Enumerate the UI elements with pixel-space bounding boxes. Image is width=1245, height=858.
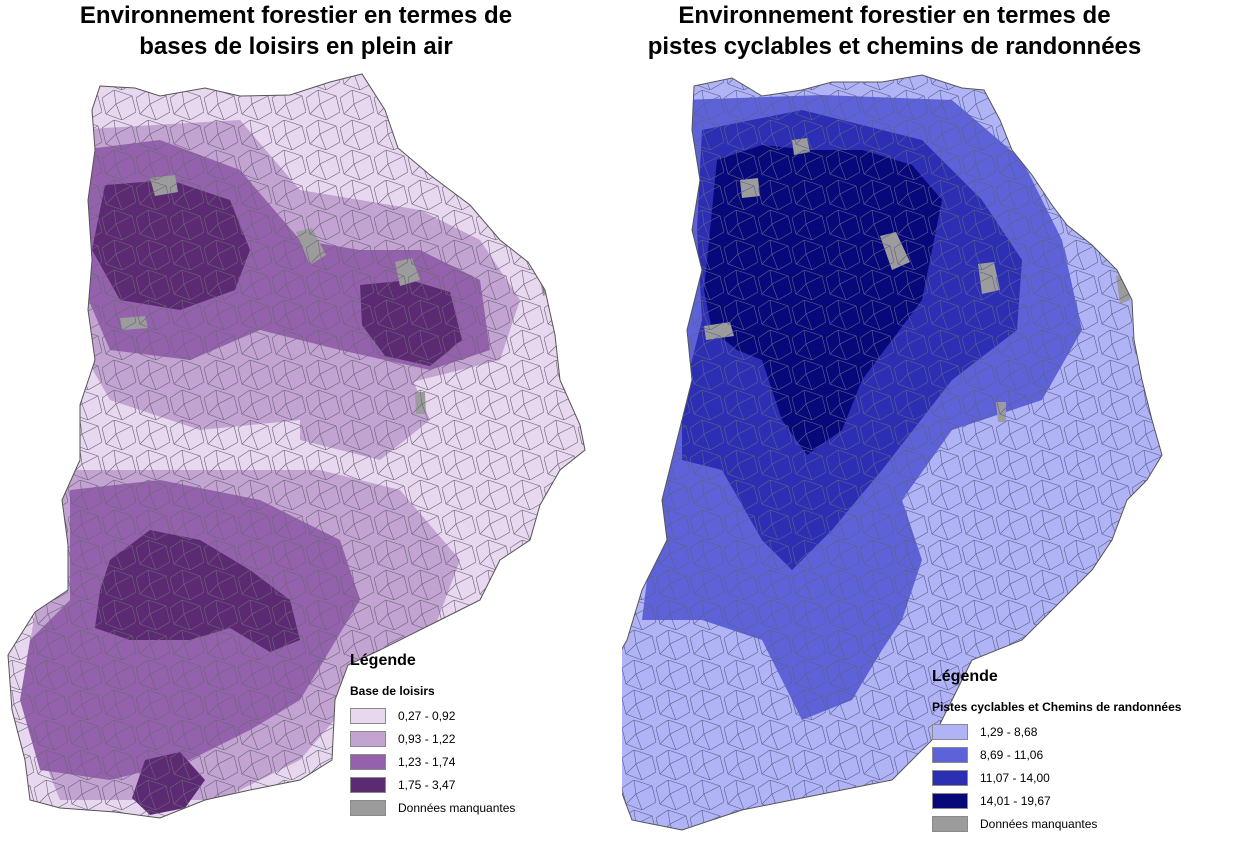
map-title-line1: Environnement forestier en termes de xyxy=(678,2,1111,29)
legend-item: 1,29 - 8,68 xyxy=(932,720,1181,743)
map-title-loisirs: Environnement forestier en termes de bas… xyxy=(10,0,582,62)
legend-subtitle: Pistes cyclables et Chemins de randonnée… xyxy=(932,700,1182,714)
legend-swatch xyxy=(350,776,386,793)
map-title-line1: Environnement forestier en termes de xyxy=(79,2,513,29)
legend-swatch xyxy=(932,769,968,786)
legend-label: 0,93 - 1,22 xyxy=(398,731,456,746)
legend-subtitle: Base de loisirs xyxy=(350,684,435,698)
legend-swatch xyxy=(932,746,968,763)
legend-label: 0,27 - 0,92 xyxy=(398,708,456,723)
legend-label: 1,23 - 1,74 xyxy=(398,754,456,769)
legend-label: Données manquantes xyxy=(398,800,516,815)
legend-swatch xyxy=(350,799,386,816)
legend-item: 1,75 - 3,47 xyxy=(350,773,515,796)
legend-label: 14,01 - 19,67 xyxy=(980,793,1051,808)
legend-item: Données manquantes xyxy=(350,796,515,819)
legend-item: 14,01 - 19,67 xyxy=(932,789,1181,812)
legend-loisirs: Légende Base de loisirs 0,27 - 0,92 0,93… xyxy=(350,652,515,819)
legend-item: 11,07 - 14,00 xyxy=(932,766,1181,789)
map-outline-pistes xyxy=(622,74,1163,831)
choropleth-map-pistes xyxy=(622,74,1163,831)
legend-label: Données manquantes xyxy=(980,816,1098,831)
legend-title: Légende xyxy=(350,652,416,669)
legend-item: 0,27 - 0,92 xyxy=(350,704,515,727)
map-title-line2: pistes cyclables et chemins de randonnée… xyxy=(647,33,1142,60)
legend-item: 8,69 - 11,06 xyxy=(932,743,1181,766)
legend-pistes: Légende Pistes cyclables et Chemins de r… xyxy=(932,668,1181,835)
legend-item: 1,23 - 1,74 xyxy=(350,750,515,773)
legend-title: Légende xyxy=(932,668,998,685)
legend-item: 0,93 - 1,22 xyxy=(350,727,515,750)
map-title-line2: bases de loisirs en plein air xyxy=(139,33,453,60)
legend-swatch xyxy=(932,723,968,740)
map-outline-loisirs xyxy=(7,73,586,819)
legend-label: 1,29 - 8,68 xyxy=(980,724,1038,739)
legend-swatch xyxy=(350,707,386,724)
choropleth-map-loisirs xyxy=(7,73,586,819)
legend-label: 8,69 - 11,06 xyxy=(980,747,1044,762)
map-regions-loisirs xyxy=(8,74,585,818)
legend-swatch xyxy=(932,792,968,809)
map-title-pistes: Environnement forestier en termes de pis… xyxy=(622,0,1167,62)
map-panel-loisirs: Environnement forestier en termes de bas… xyxy=(0,0,622,858)
legend-label: 11,07 - 14,00 xyxy=(980,770,1050,785)
legend-swatch xyxy=(350,753,386,770)
legend-swatch xyxy=(932,815,968,832)
legend-swatch xyxy=(350,730,386,747)
legend-label: 1,75 - 3,47 xyxy=(398,777,456,792)
legend-item: Données manquantes xyxy=(932,812,1181,835)
map-panel-pistes: Environnement forestier en termes de pis… xyxy=(622,0,1245,858)
